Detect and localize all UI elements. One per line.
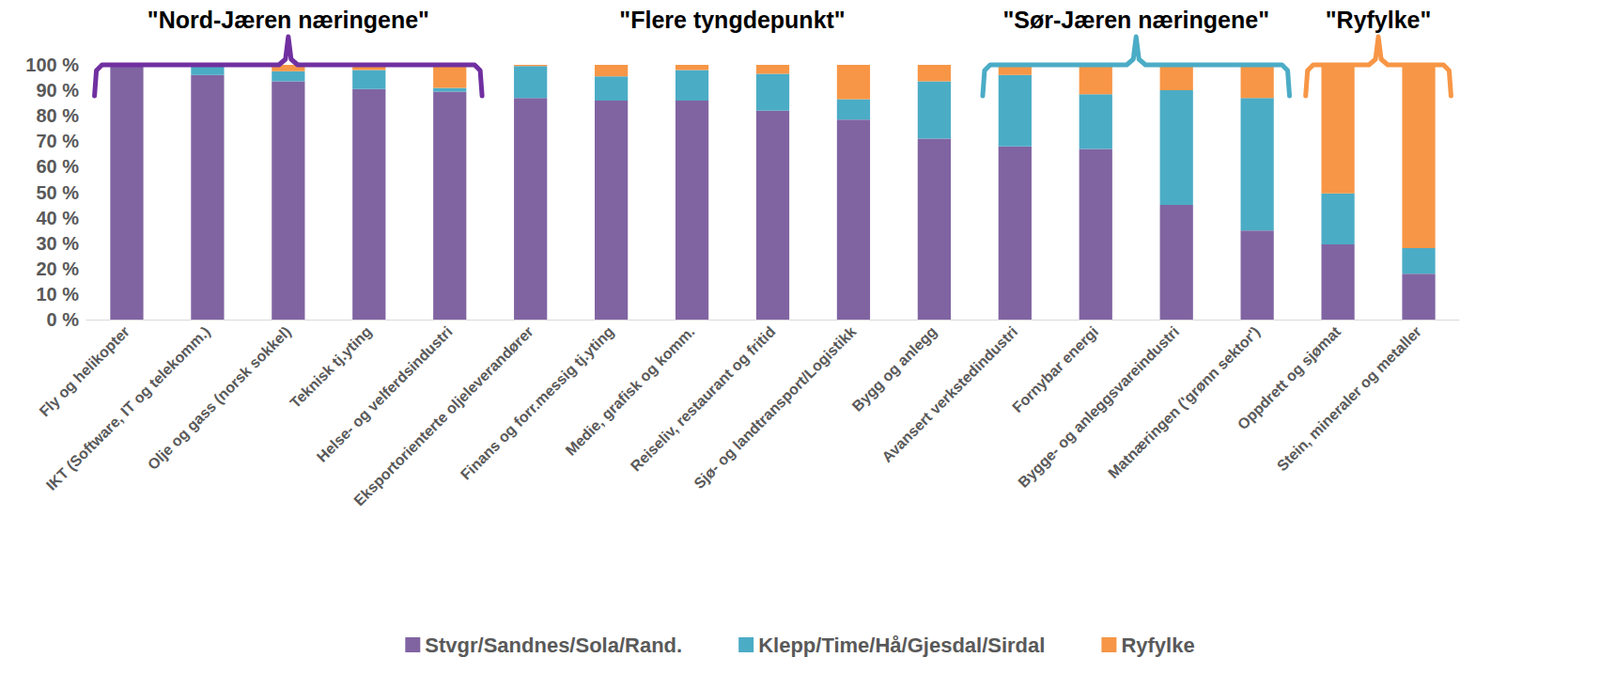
svg-text:IKT (Software, IT og telekomm.: IKT (Software, IT og telekomm.): [43, 323, 214, 494]
svg-text:Bygge- og anleggsvareindustri: Bygge- og anleggsvareindustri: [1014, 323, 1182, 491]
svg-text:"Nord-Jæren næringene": "Nord-Jæren næringene": [147, 6, 430, 33]
svg-text:Finans og forr.messig tj.yting: Finans og forr.messig tj.yting: [457, 323, 618, 483]
svg-text:Teknisk tj.yting: Teknisk tj.yting: [286, 323, 374, 411]
svg-text:Reiseliv, restaurant og fritid: Reiseliv, restaurant og fritid: [627, 323, 779, 475]
svg-text:Sjø- og landtransport/Logistik: Sjø- og landtransport/Logistikk: [690, 323, 859, 492]
svg-text:60 %: 60 %: [35, 155, 79, 177]
svg-text:20 %: 20 %: [35, 258, 79, 280]
svg-text:Avansert verkstedindustri: Avansert verkstedindustri: [878, 323, 1021, 466]
svg-text:Stein, mineraler og metaller: Stein, mineraler og metaller: [1273, 323, 1425, 474]
svg-text:40 %: 40 %: [35, 207, 79, 229]
svg-text:Olje og gass (norsk sokkel): Olje og gass (norsk sokkel): [144, 323, 295, 473]
svg-text:Matnæringen ('grønn sektor'): Matnæringen ('grønn sektor'): [1104, 323, 1263, 482]
svg-text:Eksportorienterte oljeleverand: Eksportorienterte oljeleverandører: [350, 323, 536, 509]
svg-text:Stvgr/Sandnes/Sola/Rand.: Stvgr/Sandnes/Sola/Rand.: [424, 633, 683, 657]
svg-text:100 %: 100 %: [25, 54, 79, 76]
svg-text:Fly og helikopter: Fly og helikopter: [36, 323, 133, 420]
svg-text:90 %: 90 %: [35, 79, 79, 101]
svg-text:Bygg og anlegg: Bygg og anlegg: [849, 323, 941, 415]
svg-text:Medie, grafisk og komm.: Medie, grafisk og komm.: [562, 323, 699, 459]
svg-text:Klepp/Time/Hå/Gjesdal/Sirdal: Klepp/Time/Hå/Gjesdal/Sirdal: [758, 633, 1045, 657]
svg-text:"Sør-Jæren næringene": "Sør-Jæren næringene": [1002, 6, 1269, 33]
svg-text:"Ryfylke": "Ryfylke": [1325, 6, 1432, 33]
svg-text:80 %: 80 %: [35, 105, 79, 126]
svg-text:Oppdrett og sjømat: Oppdrett og sjømat: [1234, 323, 1344, 433]
svg-text:70 %: 70 %: [35, 130, 79, 152]
svg-text:Fornybar energi: Fornybar energi: [1009, 323, 1102, 416]
svg-text:0 %: 0 %: [46, 309, 80, 330]
svg-text:50 %: 50 %: [35, 182, 79, 203]
svg-text:Ryfylke: Ryfylke: [1120, 633, 1195, 657]
svg-text:30 %: 30 %: [35, 233, 79, 254]
svg-text:10 %: 10 %: [35, 283, 79, 305]
svg-text:Helse- og velferdsindustri: Helse- og velferdsindustri: [313, 323, 456, 466]
svg-text:"Flere tyngdepunkt": "Flere tyngdepunkt": [619, 6, 845, 33]
